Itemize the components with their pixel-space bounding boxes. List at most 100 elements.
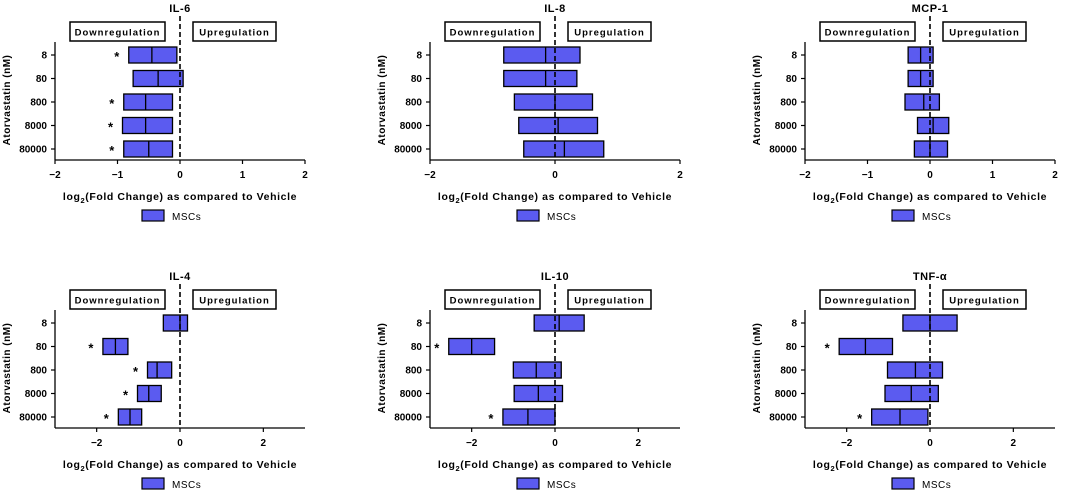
panel-3-x-tick-label: −2 <box>91 438 103 449</box>
panel-1-y-tick-label: 8 <box>416 51 422 62</box>
panel-3-y-tick-label: 80 <box>36 342 48 353</box>
panel-1-upregulation-box <box>567 21 652 42</box>
panel-2-y-tick-label: 8000 <box>775 121 798 132</box>
panel-2-y-tick-label: 80 <box>786 74 798 85</box>
panel-0-x-tick-label: −2 <box>49 170 61 181</box>
panel-3-x-tick-label: 2 <box>261 438 267 449</box>
panel-0-x-tick-label: 2 <box>302 170 308 181</box>
panel-4-title: IL-10 <box>541 271 569 283</box>
panel-2-x-tick-label: −2 <box>799 170 811 181</box>
panel-0-legend-swatch <box>141 209 165 222</box>
panel-1-downregulation-box <box>444 21 541 42</box>
panel-2-y-tick-label: 800 <box>780 98 797 109</box>
panel-0-x-tick-label: 1 <box>240 170 246 181</box>
panel-0-bar-800 <box>123 93 174 111</box>
panel-1-title: IL-8 <box>544 3 566 15</box>
panel-5-upregulation-box <box>942 289 1027 310</box>
panel-2-y-tick-label: 80000 <box>769 145 797 156</box>
panel-2-x-tick-label: 2 <box>1052 170 1058 181</box>
panel-1-bar-8 <box>503 46 581 64</box>
panel-4-y-tick-label: 800 <box>405 366 422 377</box>
panel-4-x-tick-label: −2 <box>466 438 478 449</box>
panel-2-y-tick-label: 8 <box>791 51 797 62</box>
panel-0-upregulation-box <box>192 21 277 42</box>
panel-2-legend-label: MSCs <box>922 212 951 223</box>
panel-5-title: TNF-α <box>913 271 947 283</box>
panel-5-y-tick-label: 8000 <box>775 389 798 400</box>
panel-2-upregulation-box <box>942 21 1027 42</box>
panel-0-legend-label: MSCs <box>172 212 201 223</box>
panel-3-y-tick-label: 8000 <box>25 389 48 400</box>
panel-3-legend-label: MSCs <box>172 480 201 491</box>
panel-4-x-axis-label: log2(Fold Change) as compared to Vehicle <box>438 459 672 473</box>
panel-5-significance-star: * <box>857 411 863 426</box>
panel-2-y-axis-label: Atorvastatin (nM) <box>752 55 763 146</box>
panel-4-y-axis-label: Atorvastatin (nM) <box>377 323 388 414</box>
panel-3-bar-8 <box>162 314 189 332</box>
panel-3-y-tick-label: 800 <box>30 366 47 377</box>
panel-0-downregulation-box <box>69 21 166 42</box>
panel-3-y-tick-label: 80000 <box>19 413 47 424</box>
panel-1-x-tick-label: 0 <box>552 170 558 181</box>
panel-3-downregulation-label: Downregulation <box>75 296 161 307</box>
panel-1-downregulation-label: Downregulation <box>450 28 536 39</box>
panel-1-y-tick-label: 8000 <box>400 121 423 132</box>
panel-3-downregulation-box <box>69 289 166 310</box>
panel-4-significance-star: * <box>488 411 494 426</box>
panel-5-y-tick-label: 80000 <box>769 413 797 424</box>
panel-5-x-tick-label: −2 <box>841 438 853 449</box>
panel-1-legend-swatch <box>516 209 540 222</box>
panel-2-downregulation-label: Downregulation <box>825 28 911 39</box>
panel-1-legend-label: MSCs <box>547 212 576 223</box>
panel-2-upregulation-label: Upregulation <box>949 28 1020 39</box>
panel-5-y-tick-label: 80 <box>786 342 798 353</box>
panel-3-legend-swatch <box>141 477 165 490</box>
panel-2-x-tick-label: 0 <box>927 170 933 181</box>
panel-1-x-tick-label: 2 <box>677 170 683 181</box>
panel-1-y-tick-label: 80 <box>411 74 423 85</box>
panel-4-y-tick-label: 8000 <box>400 389 423 400</box>
panel-4-legend-label: MSCs <box>547 480 576 491</box>
panel-5-downregulation-box <box>819 289 916 310</box>
panel-5-y-tick-label: 800 <box>780 366 797 377</box>
panel-2-bar-800 <box>904 93 941 111</box>
panel-0-significance-star: * <box>109 143 115 158</box>
panel-5-x-axis-label: log2(Fold Change) as compared to Vehicle <box>813 459 1047 473</box>
panel-0-title: IL-6 <box>169 3 191 15</box>
panel-4-significance-star: * <box>434 341 440 356</box>
panel-0-y-tick-label: 8 <box>41 51 47 62</box>
panel-2-x-axis-label: log2(Fold Change) as compared to Vehicle <box>813 191 1047 205</box>
panel-0-bar-8 <box>128 46 178 64</box>
panel-1-y-axis-label: Atorvastatin (nM) <box>377 55 388 146</box>
panel-4-y-tick-label: 80000 <box>394 413 422 424</box>
panel-5-y-tick-label: 8 <box>791 319 797 330</box>
panel-5-y-axis-label: Atorvastatin (nM) <box>752 323 763 414</box>
panel-4-bar-80000 <box>502 408 556 426</box>
panel-4-y-tick-label: 8 <box>416 319 422 330</box>
panel-0-upregulation-label: Upregulation <box>199 28 270 39</box>
panel-0-y-tick-label: 800 <box>30 98 47 109</box>
panel-0-significance-star: * <box>109 96 115 111</box>
panel-5-downregulation-label: Downregulation <box>825 296 911 307</box>
panel-5-significance-star: * <box>825 341 831 356</box>
panel-3-upregulation-box <box>192 289 277 310</box>
panel-5-upregulation-label: Upregulation <box>949 296 1020 307</box>
panel-3-significance-star: * <box>133 364 139 379</box>
panel-2-title: MCP-1 <box>912 3 949 15</box>
panel-4-upregulation-label: Upregulation <box>574 296 645 307</box>
panel-0-y-tick-label: 80 <box>36 74 48 85</box>
panel-0-y-axis-label: Atorvastatin (nM) <box>2 55 13 146</box>
panel-0-y-tick-label: 8000 <box>25 121 48 132</box>
panel-4-x-tick-label: 2 <box>636 438 642 449</box>
panel-2-legend-swatch <box>891 209 915 222</box>
panel-1-x-axis-label: log2(Fold Change) as compared to Vehicle <box>438 191 672 205</box>
panel-3-upregulation-label: Upregulation <box>199 296 270 307</box>
panel-1-x-tick-label: −2 <box>424 170 436 181</box>
panel-1-bar-800 <box>513 93 594 111</box>
panel-4-x-tick-label: 0 <box>552 438 558 449</box>
panel-0-bar-8000 <box>121 116 174 135</box>
panel-3-x-tick-label: 0 <box>177 438 183 449</box>
panel-0-x-tick-label: −1 <box>112 170 124 181</box>
panel-0-downregulation-label: Downregulation <box>75 28 161 39</box>
panel-1-bar-80 <box>503 69 578 88</box>
